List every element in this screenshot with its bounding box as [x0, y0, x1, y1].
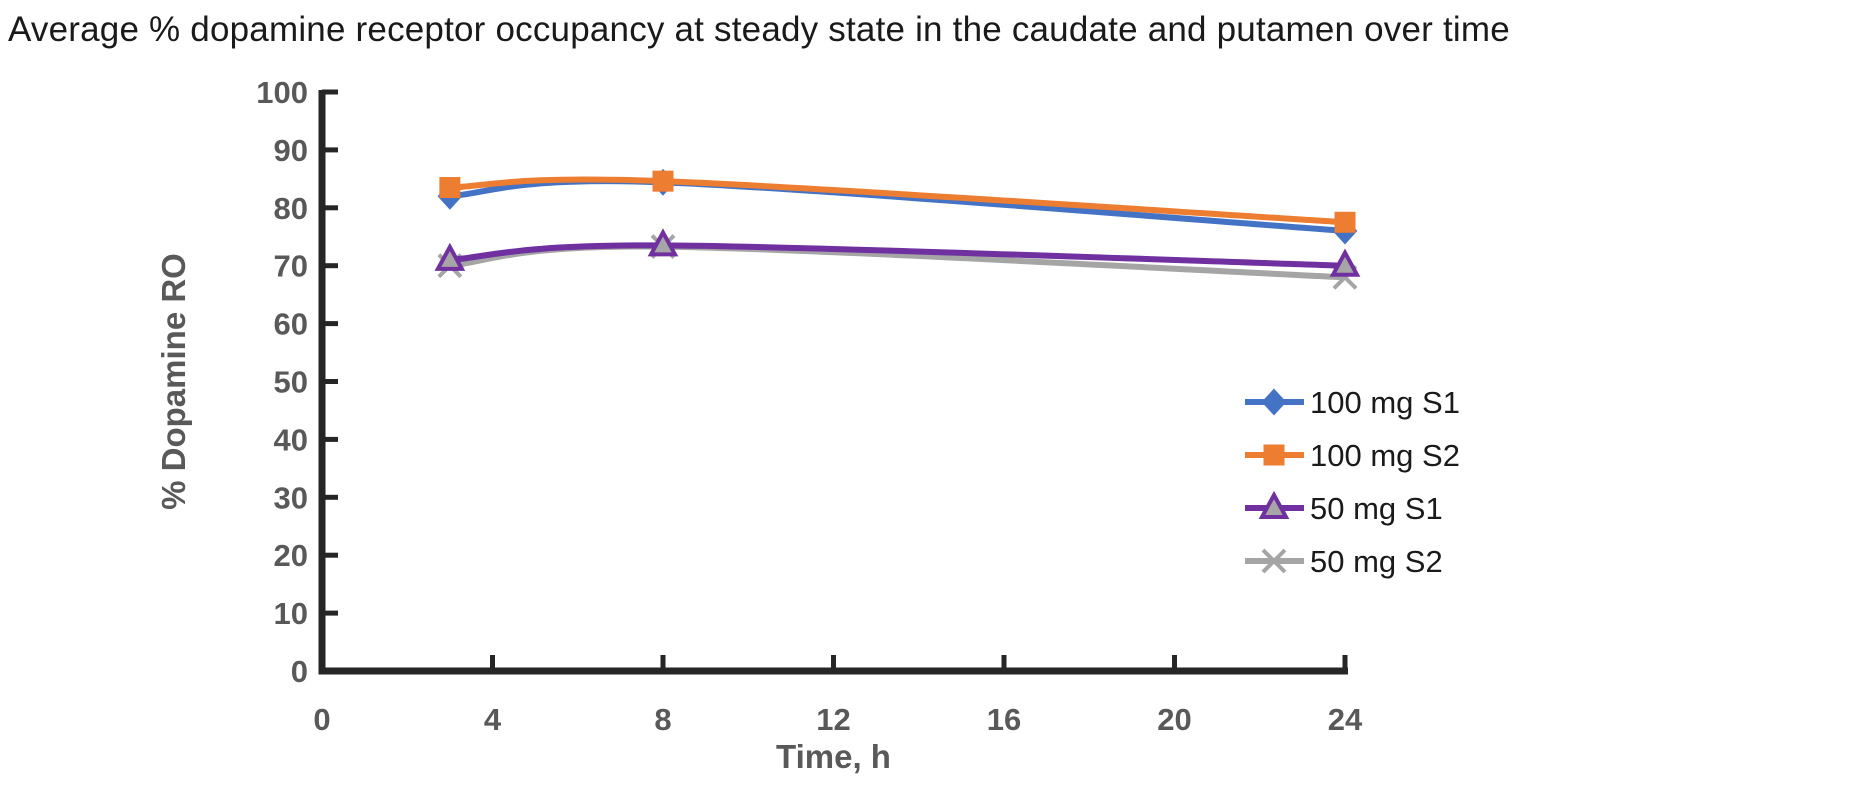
legend-label-100-mg-s1: 100 mg S1 — [1310, 385, 1460, 420]
axis-frame — [318, 90, 1348, 675]
legend-label-50-mg-s1: 50 mg S1 — [1310, 491, 1443, 526]
x-tick-label: 24 — [1328, 702, 1363, 737]
legend-item-100-mg-s2: 100 mg S2 — [1245, 438, 1460, 473]
y-tick-label: 10 — [274, 596, 308, 631]
x-axis-title: Time, h — [776, 738, 891, 775]
chart-title: Average % dopamine receptor occupancy at… — [8, 10, 1510, 49]
legend-item-100-mg-s1: 100 mg S1 — [1245, 385, 1460, 420]
x-tick-label: 16 — [987, 702, 1021, 737]
y-axis-title: % Dopamine RO — [155, 253, 192, 510]
marker-triangle-50-mg-s1 — [434, 242, 466, 271]
x-tick-label: 4 — [484, 702, 502, 737]
marker-square-100-mg-s2 — [439, 177, 461, 199]
series-line-50-mg-s1 — [446, 242, 1348, 269]
y-tick-label: 20 — [274, 538, 308, 573]
x-tick-label: 12 — [816, 702, 850, 737]
legend-item-50-mg-s2: 50 mg S2 — [1245, 544, 1443, 579]
y-tick-label: 70 — [274, 249, 308, 284]
x-tick-label: 20 — [1157, 702, 1191, 737]
marker-square-100-mg-s2 — [652, 170, 674, 192]
marker-triangle-50-mg-s1 — [647, 228, 679, 257]
y-tick-label: 80 — [274, 191, 308, 226]
series-line-100-mg-s1 — [446, 178, 1348, 234]
x-marker-stroke — [1261, 548, 1287, 574]
legend-marker-100-mg-s1 — [1261, 388, 1287, 416]
x-tick-label: 8 — [654, 702, 671, 737]
y-tick-label: 0 — [291, 654, 308, 689]
y-tick-label: 50 — [274, 365, 308, 400]
legend-marker-50-mg-s1 — [1258, 490, 1290, 519]
legend-label-50-mg-s2: 50 mg S2 — [1310, 544, 1443, 579]
legend-marker-50-mg-s2 — [1261, 548, 1287, 574]
marker-square-100-mg-s2 — [1334, 211, 1356, 233]
legend: 100 mg S1 100 mg S2 50 mg S1 50 mg S2 — [1245, 385, 1460, 579]
legend-item-50-mg-s1: 50 mg S1 — [1245, 490, 1443, 526]
y-tick-label: 60 — [274, 307, 308, 342]
y-tick-label: 100 — [256, 75, 308, 110]
series-50-mg-s1 — [434, 228, 1361, 277]
marker-triangle-50-mg-s1 — [1329, 248, 1361, 277]
series-100-mg-s2 — [439, 170, 1356, 233]
y-tick-label: 40 — [274, 422, 308, 457]
y-tick-label: 30 — [274, 480, 308, 515]
y-tick-label: 90 — [274, 133, 308, 168]
series-line-100-mg-s2 — [446, 176, 1348, 226]
legend-marker-100-mg-s2 — [1263, 444, 1285, 466]
x-tick-label: 0 — [313, 702, 330, 737]
legend-label-100-mg-s2: 100 mg S2 — [1310, 438, 1460, 473]
